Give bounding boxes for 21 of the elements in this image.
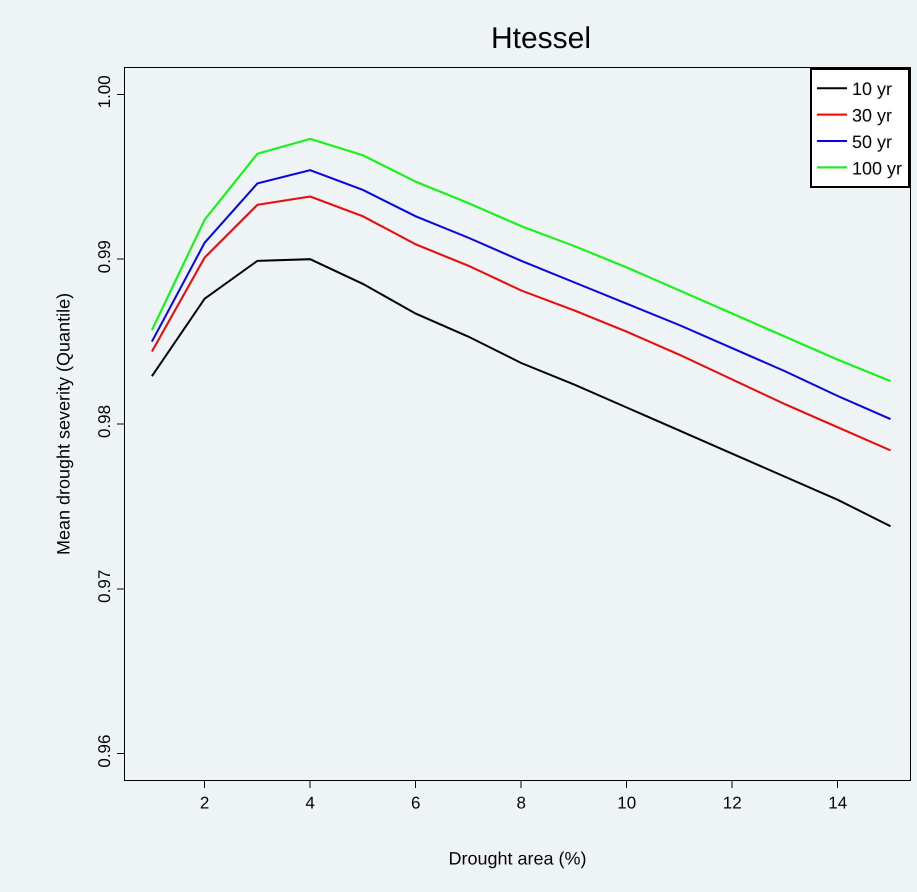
legend-label: 100 yr <box>852 158 902 178</box>
x-tick-label: 14 <box>828 793 848 812</box>
line-series <box>150 196 892 452</box>
y-tick-label: 1.00 <box>95 75 114 108</box>
x-axis-title: Drought area (%) <box>448 848 587 868</box>
x-tick-label: 10 <box>617 793 636 812</box>
x-tick-label: 12 <box>722 793 742 812</box>
y-axis-title: Mean drought severity (Quantile) <box>53 292 74 556</box>
x-tick-label: 8 <box>516 793 526 812</box>
line-series <box>150 258 892 528</box>
legend-label: 50 yr <box>852 132 892 152</box>
legend-label: 10 yr <box>852 79 892 100</box>
y-tick-label: 0.99 <box>95 240 114 274</box>
x-tick-label: 2 <box>200 793 210 812</box>
y-tick-label: 0.97 <box>95 570 114 603</box>
x-tick-label: 6 <box>410 793 420 812</box>
y-tick-label: 0.98 <box>95 404 114 438</box>
legend-label: 30 yr <box>852 106 892 126</box>
x-tick-label: 4 <box>305 793 315 812</box>
chart-title: Htessel <box>491 22 592 55</box>
y-tick-label: 0.96 <box>95 734 114 768</box>
